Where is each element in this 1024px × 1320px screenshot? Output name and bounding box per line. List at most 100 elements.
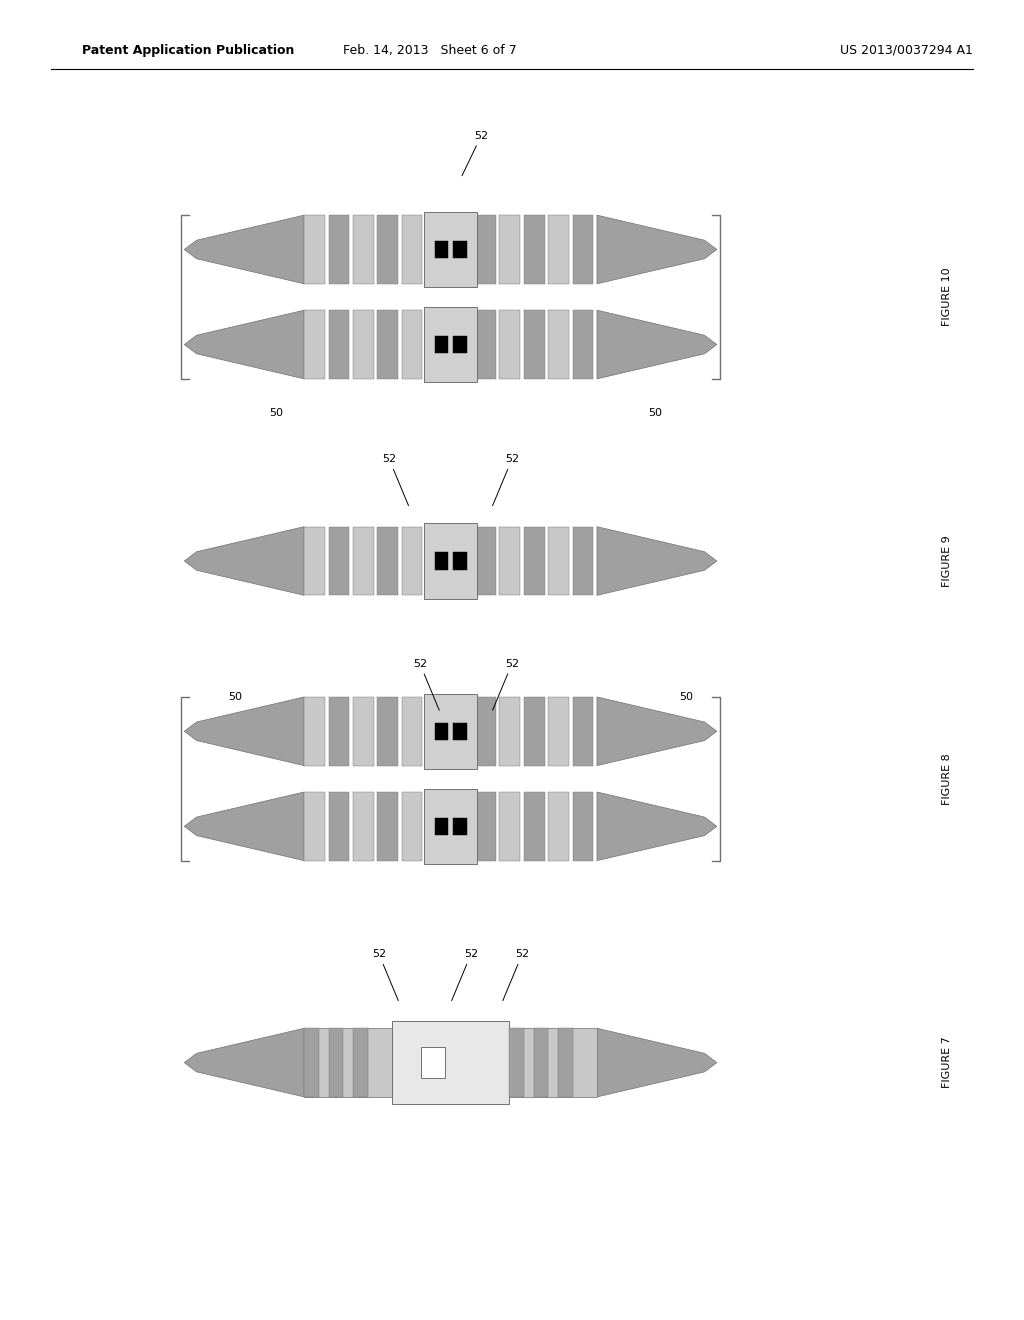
Bar xyxy=(534,1028,548,1097)
Bar xyxy=(304,1028,318,1097)
Text: Patent Application Publication: Patent Application Publication xyxy=(82,44,294,57)
Bar xyxy=(401,215,423,284)
Bar xyxy=(426,310,446,379)
Bar xyxy=(434,240,447,259)
Polygon shape xyxy=(597,527,717,595)
Bar xyxy=(353,310,374,379)
Bar xyxy=(426,527,446,595)
Bar xyxy=(524,310,545,379)
Polygon shape xyxy=(184,1028,304,1097)
Bar xyxy=(424,788,477,865)
Bar xyxy=(524,527,545,595)
Text: FIGURE 10: FIGURE 10 xyxy=(942,268,952,326)
Bar xyxy=(304,310,325,379)
Bar xyxy=(454,723,467,741)
Polygon shape xyxy=(184,527,304,595)
Text: 50: 50 xyxy=(648,408,663,418)
Bar xyxy=(454,240,467,259)
Bar xyxy=(500,310,520,379)
Bar xyxy=(475,527,496,595)
Bar xyxy=(424,306,477,383)
Bar xyxy=(475,215,496,284)
Text: 52: 52 xyxy=(503,949,529,1001)
Bar xyxy=(377,792,398,861)
Bar xyxy=(572,310,593,379)
Bar xyxy=(377,310,398,379)
Text: 52: 52 xyxy=(382,454,409,506)
Bar xyxy=(454,553,467,570)
Bar xyxy=(421,1047,445,1078)
Bar xyxy=(304,697,325,766)
Polygon shape xyxy=(184,215,304,284)
Bar xyxy=(434,723,447,741)
Bar xyxy=(329,792,349,861)
Bar xyxy=(548,697,569,766)
Bar xyxy=(451,792,471,861)
Bar xyxy=(572,527,593,595)
Bar xyxy=(475,792,496,861)
Bar xyxy=(509,1028,523,1097)
Bar xyxy=(475,310,496,379)
Bar xyxy=(353,697,374,766)
Bar xyxy=(451,697,471,766)
Text: 52: 52 xyxy=(372,949,398,1001)
Bar xyxy=(572,792,593,861)
Bar xyxy=(434,553,447,570)
Bar xyxy=(426,697,446,766)
Polygon shape xyxy=(597,215,717,284)
Bar xyxy=(548,310,569,379)
Bar xyxy=(353,1028,368,1097)
Bar xyxy=(524,697,545,766)
Polygon shape xyxy=(184,310,304,379)
Bar xyxy=(426,215,446,284)
Bar xyxy=(424,693,477,770)
Bar xyxy=(304,215,325,284)
Bar xyxy=(509,1028,597,1097)
Bar xyxy=(451,215,471,284)
Bar xyxy=(401,697,423,766)
Bar xyxy=(558,1028,572,1097)
Polygon shape xyxy=(597,310,717,379)
Polygon shape xyxy=(597,1028,717,1097)
Polygon shape xyxy=(184,697,304,766)
Text: 50: 50 xyxy=(269,408,284,418)
Bar xyxy=(572,215,593,284)
Bar xyxy=(392,1022,509,1104)
Text: 52: 52 xyxy=(452,949,478,1001)
Bar xyxy=(304,527,325,595)
Bar xyxy=(329,215,349,284)
Bar xyxy=(454,335,467,352)
Bar xyxy=(454,817,467,836)
Text: Feb. 14, 2013   Sheet 6 of 7: Feb. 14, 2013 Sheet 6 of 7 xyxy=(343,44,517,57)
Bar xyxy=(500,215,520,284)
Text: FIGURE 7: FIGURE 7 xyxy=(942,1036,952,1089)
Text: 52: 52 xyxy=(413,659,439,710)
Polygon shape xyxy=(184,792,304,861)
Text: FIGURE 9: FIGURE 9 xyxy=(942,535,952,587)
Bar xyxy=(304,792,325,861)
Bar xyxy=(500,697,520,766)
Bar xyxy=(548,792,569,861)
Bar xyxy=(434,335,447,352)
Bar xyxy=(434,817,447,836)
Bar xyxy=(353,792,374,861)
Bar xyxy=(451,310,471,379)
Bar xyxy=(304,1028,392,1097)
Bar xyxy=(548,215,569,284)
Text: 52: 52 xyxy=(462,131,488,176)
Polygon shape xyxy=(597,697,717,766)
Bar xyxy=(329,527,349,595)
Text: 52: 52 xyxy=(493,454,519,506)
Bar xyxy=(401,310,423,379)
Bar xyxy=(377,697,398,766)
Bar xyxy=(548,527,569,595)
Bar xyxy=(401,527,423,595)
Bar xyxy=(426,792,446,861)
Bar xyxy=(329,697,349,766)
Text: 52: 52 xyxy=(493,659,519,710)
Text: FIGURE 8: FIGURE 8 xyxy=(942,752,952,805)
Text: 50: 50 xyxy=(228,692,243,702)
Bar xyxy=(424,211,477,288)
Bar xyxy=(329,310,349,379)
Bar xyxy=(524,792,545,861)
